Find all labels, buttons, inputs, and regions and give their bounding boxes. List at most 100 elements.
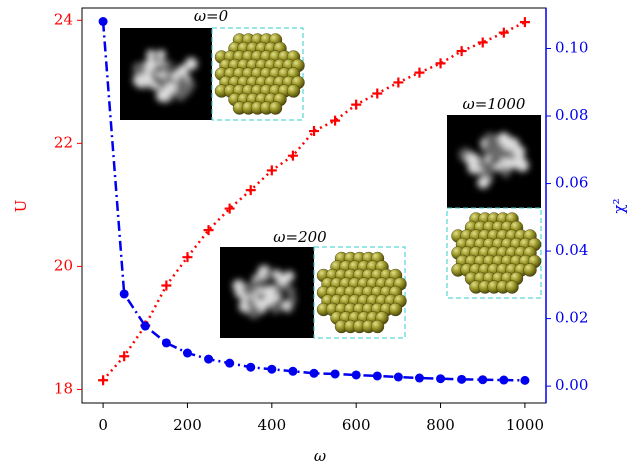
y2-tick-label: 0.06 — [555, 174, 588, 192]
x-tick-label: 600 — [342, 416, 371, 434]
atom — [286, 84, 301, 98]
point — [435, 58, 446, 69]
point — [287, 150, 298, 161]
series-line — [101, 21, 525, 382]
point — [414, 373, 424, 383]
inset-blur — [458, 132, 529, 189]
point — [372, 371, 382, 381]
annotation: ω=200 — [273, 228, 327, 246]
inset-spot — [263, 285, 276, 298]
inset-spot — [501, 168, 511, 178]
inset-spot — [144, 61, 153, 70]
x-tick-label: 800 — [426, 416, 455, 434]
inset-spot — [184, 57, 198, 71]
inset-spot — [493, 161, 503, 172]
y-tick-label: 22 — [54, 133, 73, 151]
inset-spot — [280, 300, 291, 311]
inset-spot — [484, 154, 493, 163]
inset-spot — [164, 60, 174, 70]
point — [204, 354, 214, 364]
y-tick-label: 24 — [54, 10, 73, 28]
inset-spot — [261, 294, 275, 308]
inset-spot — [288, 295, 297, 304]
point — [266, 165, 277, 176]
atom — [523, 263, 537, 277]
inset-spot — [247, 305, 261, 319]
point — [498, 27, 509, 38]
x-axis-label: ω — [314, 447, 326, 465]
inset-spot — [483, 132, 496, 145]
y-tick-label: 20 — [54, 256, 73, 274]
y2-axis-label: χ² — [610, 198, 628, 213]
inset-spot — [270, 304, 281, 315]
y2-tick-label: 0.02 — [555, 309, 588, 327]
inset-spot — [242, 283, 255, 296]
point — [203, 225, 214, 236]
inset-spot — [164, 73, 174, 83]
inset-spot — [283, 270, 295, 282]
point — [456, 46, 467, 57]
inset-spot — [285, 285, 296, 297]
inset-blur — [232, 265, 297, 319]
inset-spot — [168, 82, 177, 91]
point — [182, 252, 193, 263]
point — [225, 358, 235, 368]
inset-spot — [156, 49, 166, 60]
point — [98, 17, 108, 27]
point — [519, 17, 530, 28]
x-tick-label: 200 — [173, 416, 202, 434]
point — [478, 375, 488, 385]
inset-spot — [132, 62, 146, 76]
y2-tick-label: 0.00 — [555, 376, 588, 394]
insets — [120, 27, 542, 339]
annotation: ω=0 — [194, 7, 229, 25]
point — [119, 351, 130, 362]
point — [393, 372, 403, 382]
inset-spot — [143, 74, 155, 86]
inset-spot — [516, 159, 529, 172]
y2-tick-label: 0.04 — [555, 241, 588, 259]
x-tick-label: 400 — [257, 416, 286, 434]
atom — [268, 101, 283, 115]
point — [330, 115, 341, 126]
point — [330, 369, 340, 379]
point — [245, 185, 256, 196]
point — [351, 99, 362, 110]
point — [477, 37, 488, 48]
point — [309, 368, 319, 378]
point — [436, 374, 446, 384]
inset-spot — [232, 279, 245, 292]
inset-spot — [500, 155, 514, 169]
point — [140, 321, 150, 331]
y2-tick-label: 0.08 — [555, 106, 588, 124]
point — [288, 366, 298, 376]
inset-spot — [493, 155, 503, 164]
point — [393, 77, 404, 88]
x-tick-label: 0 — [98, 416, 108, 434]
inset-spot — [252, 279, 262, 290]
inset-spot — [151, 81, 160, 91]
inset-frame — [313, 246, 406, 339]
inset-spot — [177, 75, 188, 85]
point — [161, 280, 172, 291]
point — [98, 375, 109, 386]
inset-spot — [154, 63, 165, 75]
inset-spot — [245, 297, 255, 307]
inset-spot — [482, 161, 495, 174]
inset-frame — [211, 27, 304, 121]
point — [267, 364, 277, 374]
point — [414, 67, 425, 78]
inset-spot — [482, 143, 496, 157]
atom — [388, 302, 403, 317]
inset-spot — [501, 136, 516, 151]
point — [246, 362, 256, 372]
inset-spot — [146, 49, 156, 60]
point — [351, 370, 361, 380]
point — [499, 375, 509, 385]
atom — [370, 319, 385, 334]
point — [520, 375, 530, 385]
point — [457, 374, 467, 384]
point — [309, 126, 319, 137]
